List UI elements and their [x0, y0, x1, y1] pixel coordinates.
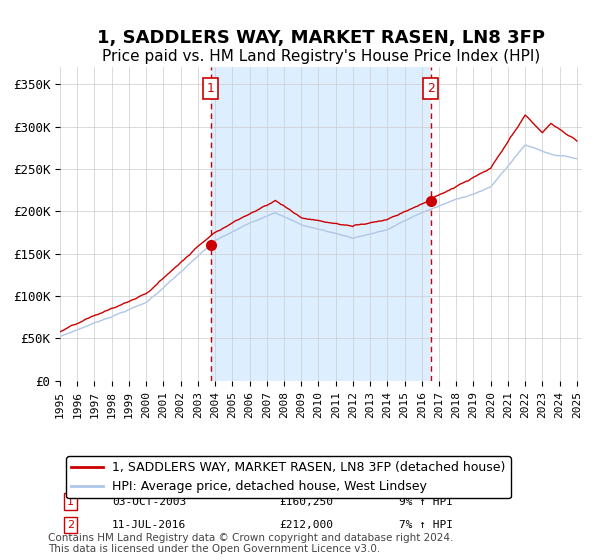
Text: Contains HM Land Registry data © Crown copyright and database right 2024.
This d: Contains HM Land Registry data © Crown c…: [48, 533, 454, 554]
Text: £160,250: £160,250: [279, 497, 333, 507]
Text: 03-OCT-2003: 03-OCT-2003: [112, 497, 187, 507]
Text: 2: 2: [67, 520, 74, 530]
Text: 1: 1: [207, 82, 215, 95]
Text: 1: 1: [67, 497, 74, 507]
Text: 9% ↑ HPI: 9% ↑ HPI: [400, 497, 454, 507]
Text: 11-JUL-2016: 11-JUL-2016: [112, 520, 187, 530]
Legend: 1, SADDLERS WAY, MARKET RASEN, LN8 3FP (detached house), HPI: Average price, det: 1, SADDLERS WAY, MARKET RASEN, LN8 3FP (…: [66, 456, 511, 498]
Text: 1, SADDLERS WAY, MARKET RASEN, LN8 3FP: 1, SADDLERS WAY, MARKET RASEN, LN8 3FP: [97, 29, 545, 47]
Text: 2: 2: [427, 82, 434, 95]
Text: Price paid vs. HM Land Registry's House Price Index (HPI): Price paid vs. HM Land Registry's House …: [102, 49, 540, 64]
Text: £212,000: £212,000: [279, 520, 333, 530]
Bar: [211, 67, 431, 381]
Text: 7% ↑ HPI: 7% ↑ HPI: [400, 520, 454, 530]
